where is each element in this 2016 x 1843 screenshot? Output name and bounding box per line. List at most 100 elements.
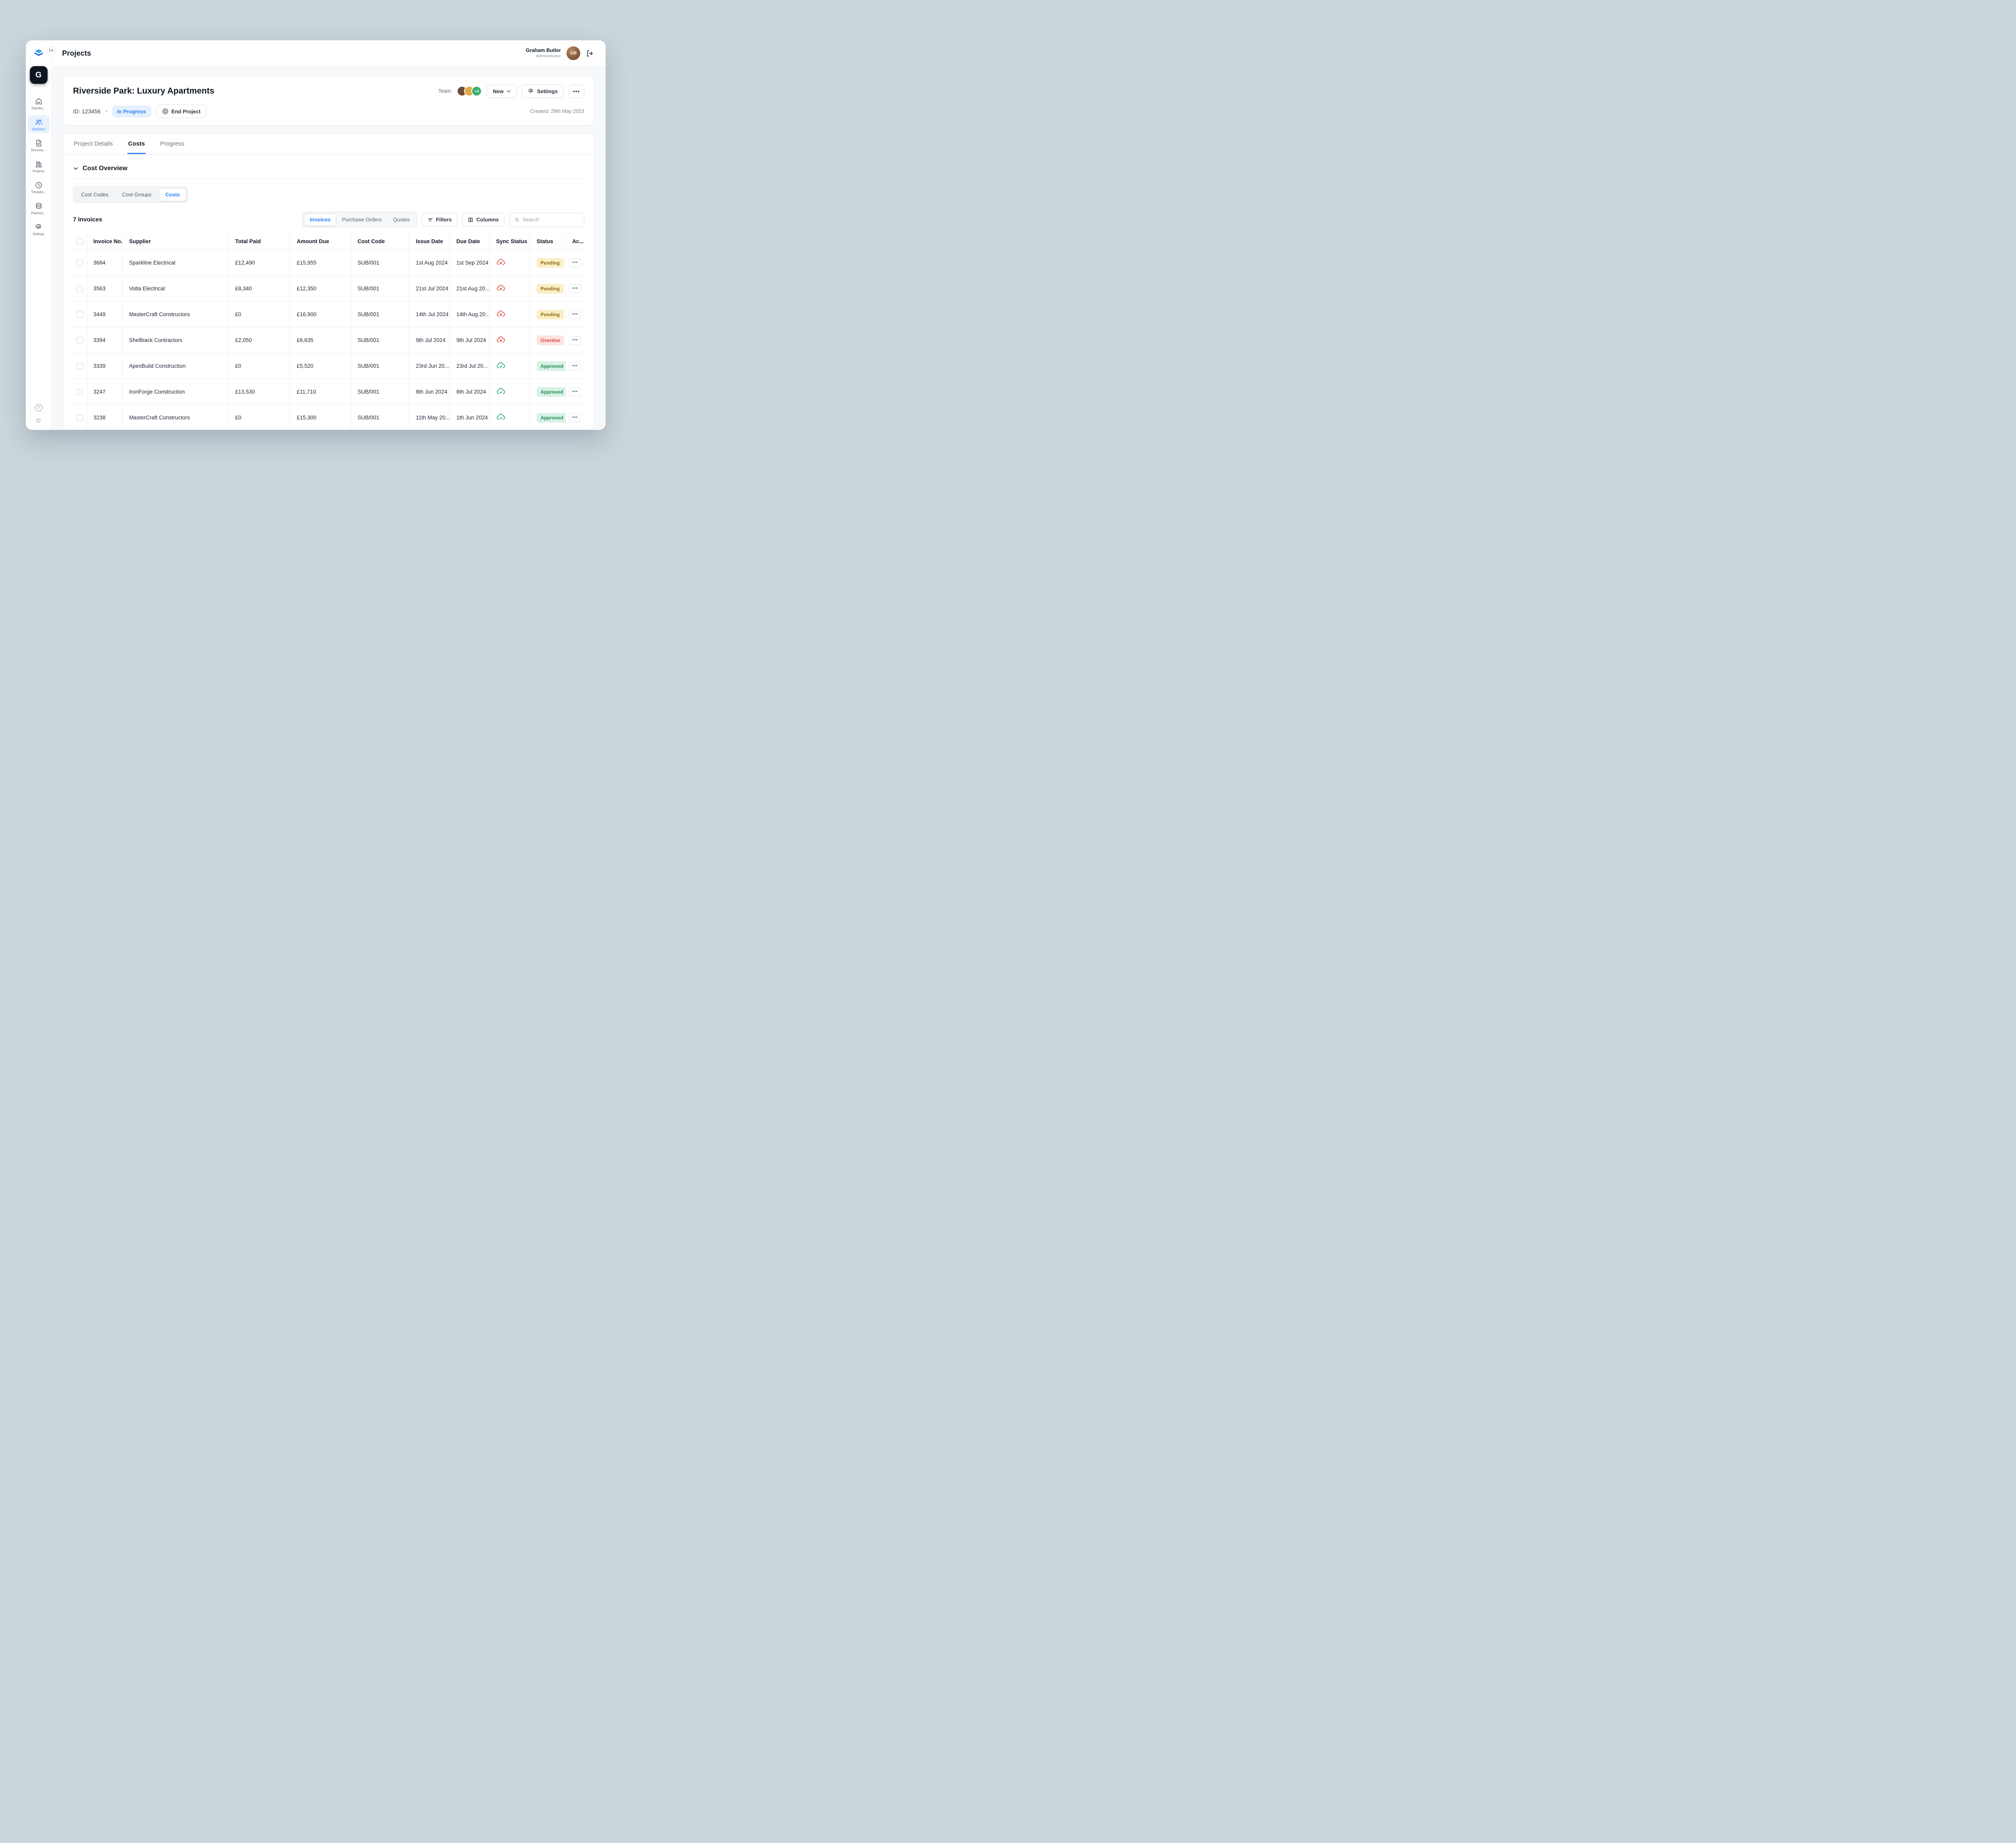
row-actions-button[interactable]: ••• [569, 388, 581, 396]
gear-icon [35, 223, 43, 231]
row-actions-button[interactable]: ••• [569, 284, 581, 293]
cell-select [73, 302, 87, 327]
search-input[interactable] [523, 217, 579, 223]
cell-invoice-no: 3449 [87, 302, 122, 327]
cell-sync-status [489, 250, 530, 276]
column-header-due-date[interactable]: Due Date [450, 233, 489, 250]
row-actions-button[interactable]: ••• [569, 413, 581, 422]
sidebar-item-projects[interactable]: Projects [28, 157, 50, 175]
org-logo[interactable]: G [30, 66, 48, 84]
tab-project-details[interactable]: Project Details [73, 133, 114, 154]
content-area: Riverside Park: Luxury Apartments Team: … [52, 66, 606, 430]
column-header-issue-date[interactable]: Issue Date [409, 233, 450, 250]
doc-tab-invoices[interactable]: Invoices [304, 213, 336, 226]
doc-tab-purchase-orders[interactable]: Purchase Orders [336, 213, 387, 226]
row-checkbox[interactable] [77, 311, 83, 318]
subtab-costs[interactable]: Costs [159, 188, 186, 201]
project-more-button[interactable]: ••• [569, 85, 584, 98]
cloud-sync-error-icon [496, 283, 506, 293]
filters-button[interactable]: Filters [422, 213, 457, 226]
cell-select [73, 250, 87, 276]
team-avatar-stack[interactable]: +2 [457, 86, 482, 96]
row-checkbox[interactable] [77, 415, 83, 421]
cell-issue-date: 8th Jun 2024 [409, 379, 450, 405]
column-header-supplier[interactable]: Supplier [123, 233, 229, 250]
settings-button[interactable]: Settings [522, 84, 564, 98]
row-actions-button[interactable]: ••• [569, 310, 581, 319]
cell-invoice-no: 3339 [87, 353, 122, 379]
cloud-sync-error-icon [496, 257, 506, 267]
sidebar-item-label: Timeshe... [31, 190, 46, 194]
subtab-cost-codes[interactable]: Cost Codes [75, 188, 115, 201]
row-checkbox[interactable] [77, 363, 83, 369]
cell-supplier: Volta Electrical [123, 276, 229, 302]
tab-costs[interactable]: Costs [127, 133, 146, 154]
cell-due-date: 23rd Jul 20... [450, 353, 489, 379]
cell-select [73, 405, 87, 430]
row-actions-button[interactable]: ••• [569, 259, 581, 267]
new-button[interactable]: New [487, 85, 517, 98]
user-name: Graham Butler [526, 48, 561, 54]
row-checkbox[interactable] [77, 389, 83, 395]
sidebar-footer: ? © [35, 404, 42, 424]
cell-sync-status [489, 353, 530, 379]
row-checkbox[interactable] [77, 286, 83, 292]
cell-status: Approved [530, 353, 565, 379]
sidebar-item-documents[interactable]: Docume... [28, 136, 50, 154]
cell-due-date: 1st Sep 2024 [450, 250, 489, 276]
sidebar-nav: Dashbo... Directory Docume... Projects Times… [26, 94, 51, 238]
sidebar-item-payments[interactable]: Paymen... [28, 199, 50, 217]
row-actions-button[interactable]: ••• [569, 362, 581, 371]
column-header-cost-code[interactable]: Cost Code [351, 233, 409, 250]
logout-icon[interactable] [586, 50, 594, 57]
table-row: 3238MasterCraft Constructors£0£15,300SUB… [73, 405, 584, 430]
sidebar-item-timesheets[interactable]: Timeshe... [28, 178, 50, 196]
select-all-checkbox[interactable] [77, 238, 83, 245]
help-icon[interactable]: ? [35, 404, 42, 411]
end-project-button[interactable]: End Project [156, 104, 206, 118]
cell-supplier: Sparkline Electrical [123, 250, 229, 276]
sidebar-collapse-icon[interactable] [47, 46, 55, 54]
status-badge[interactable]: In Progress [112, 106, 152, 117]
cell-supplier: Shellback Contractors [123, 327, 229, 353]
column-header-amount-due[interactable]: Amount Due [290, 233, 351, 250]
cell-select [73, 276, 87, 302]
copyright-icon[interactable]: © [35, 417, 42, 424]
sidebar-item-settings[interactable]: Settings [28, 220, 50, 238]
columns-button[interactable]: Columns [462, 213, 504, 226]
status-badge: Pending [537, 284, 564, 294]
home-icon [35, 97, 43, 105]
sidebar-item-label: Projects [33, 169, 44, 173]
team-avatar-count[interactable]: +2 [471, 86, 482, 96]
cell-amount-due: £5,520 [290, 353, 351, 379]
sidebar-item-dashboard[interactable]: Dashbo... [28, 94, 50, 112]
column-header-invoice-no[interactable]: Invoice No. [87, 233, 122, 250]
cell-due-date: 1th Jun 2024 [450, 405, 489, 430]
cell-issue-date: 11th May 20... [409, 405, 450, 430]
document-type-tabs: InvoicesPurchase OrdersQuotes [302, 212, 417, 227]
cost-overview-toggle[interactable]: Cost Overview [73, 163, 584, 179]
subtab-cost-groups[interactable]: Cost Groups [116, 188, 158, 201]
column-header-sync-status[interactable]: Sync Status [489, 233, 530, 250]
table-row: 3394Shellback Contractors£2,050£6,635SUB… [73, 327, 584, 353]
cell-due-date: 8th Jul 2024 [450, 379, 489, 405]
column-header-total-paid[interactable]: Total Paid [229, 233, 290, 250]
status-badge: Approved [537, 387, 566, 397]
cell-actions: ••• [566, 250, 584, 276]
row-actions-button[interactable]: ••• [569, 336, 581, 345]
cell-issue-date: 14th Jul 2024 [409, 302, 450, 327]
coins-icon [35, 202, 43, 210]
cell-invoice-no: 3238 [87, 405, 122, 430]
sidebar-item-label: Docume... [31, 148, 46, 152]
doc-tab-quotes[interactable]: Quotes [387, 213, 415, 226]
cell-sync-status [489, 327, 530, 353]
row-checkbox[interactable] [77, 260, 83, 266]
user-avatar[interactable]: GB [566, 46, 580, 60]
search-box [509, 213, 584, 227]
sidebar-item-directory[interactable]: Directory [28, 115, 50, 133]
row-checkbox[interactable] [77, 337, 83, 344]
column-header-status[interactable]: Status [530, 233, 565, 250]
tab-progress[interactable]: Progress [159, 133, 185, 154]
project-detail-card: Project Details Costs Progress Cost Overvi… [63, 133, 594, 430]
column-header-ac[interactable]: Ac... [566, 233, 584, 250]
